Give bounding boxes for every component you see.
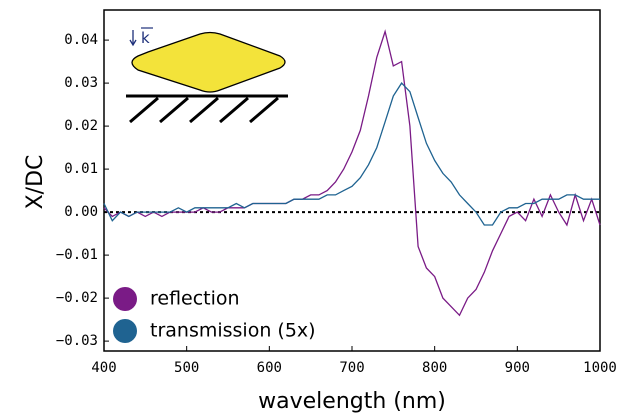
y-tick-label: −0.03 [56, 333, 98, 349]
x-axis-label: wavelength (nm) [258, 389, 446, 414]
x-tick-label: 1000 [583, 360, 617, 376]
legend-label: reflection [150, 288, 240, 310]
x-tick-label: 600 [257, 360, 282, 376]
x-tick-label: 800 [422, 360, 447, 376]
legend-label: transmission (5x) [150, 320, 316, 342]
arrow-head [129, 39, 137, 47]
hatch [129, 96, 279, 124]
y-axis-label: X/DC [23, 155, 48, 210]
series-line [103, 82, 600, 226]
inset: k [126, 27, 288, 124]
y-tick-label: 0.04 [64, 32, 98, 48]
x-tick-label: 900 [505, 360, 530, 376]
y-tick-label: 0.01 [64, 161, 98, 177]
x-tick-label: 500 [174, 360, 199, 376]
y-tick-label: 0.02 [64, 118, 98, 134]
x-tick-label: 400 [91, 360, 116, 376]
y-tick-label: −0.02 [56, 290, 98, 306]
y-tick-label: 0.00 [64, 204, 98, 220]
x-tick-label: 700 [339, 360, 364, 376]
legend-marker [113, 287, 137, 311]
y-tick-label: −0.01 [56, 247, 98, 263]
particle [131, 31, 286, 93]
y-tick-label: 0.03 [64, 75, 98, 91]
legend-marker [113, 319, 137, 343]
inset-label: k [141, 29, 150, 47]
